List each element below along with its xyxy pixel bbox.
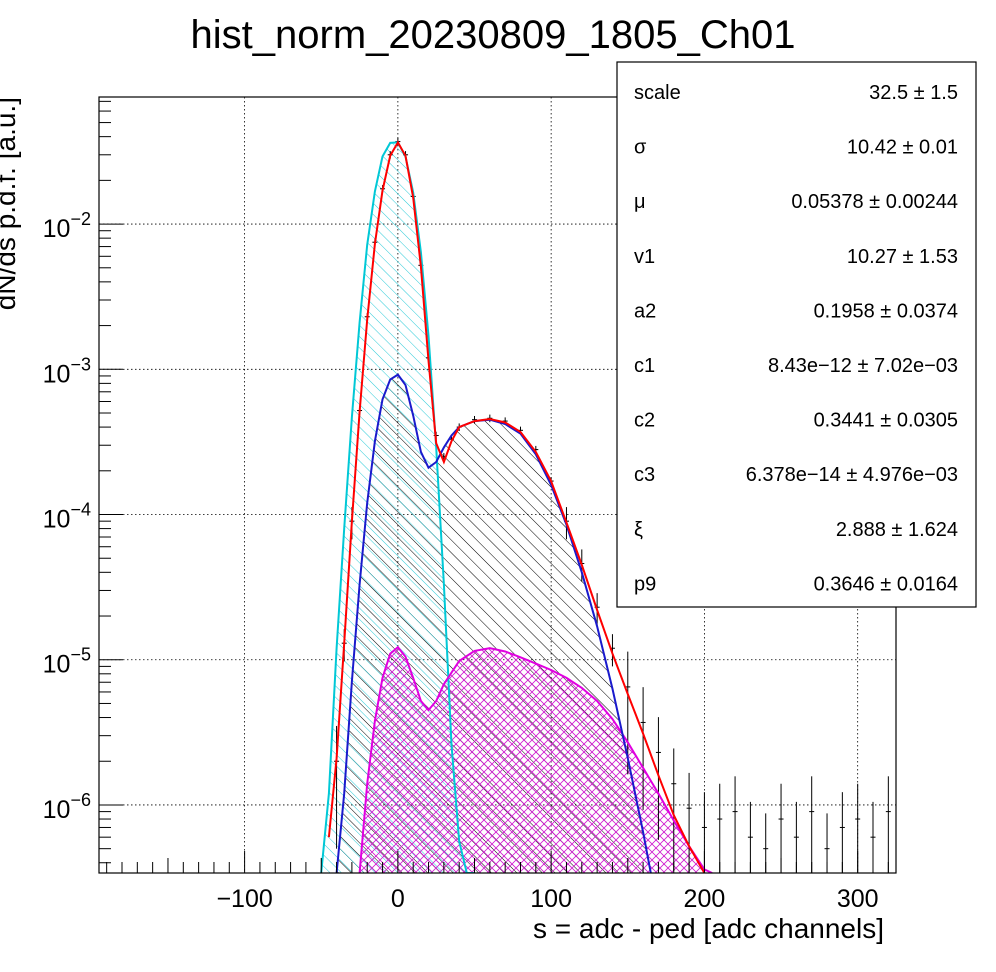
x-tick-label: 0 [391, 885, 405, 913]
stats-row-label: σ [634, 137, 647, 159]
signal-curve [335, 373, 652, 873]
stats-row-label: c1 [634, 355, 655, 377]
stats-row-value: 0.3441 ± 0.0305 [814, 410, 958, 432]
stats-row-label: c2 [634, 410, 655, 432]
y-tick-label: 10−2 [43, 209, 91, 243]
stats-row-value: 10.27 ± 1.53 [847, 246, 958, 268]
stats-row-value: 6.378e−14 ± 4.976e−03 [746, 464, 958, 486]
y-tick-label: 10−6 [43, 790, 91, 824]
secondary-curve [358, 645, 713, 873]
y-tick-label: 10−4 [43, 500, 91, 534]
stats-row-label: scale [634, 82, 681, 104]
stats-row-value: 8.43e−12 ± 7.02e−03 [768, 355, 958, 377]
chart-title: hist_norm_20230809_1805_Ch01 [191, 13, 796, 57]
total-fit-curve [327, 140, 706, 873]
stats-row-value: 0.3646 ± 0.0164 [814, 573, 958, 595]
stats-row-label: μ [634, 191, 646, 213]
stats-row-label: a2 [634, 300, 656, 322]
x-tick-label: −100 [216, 885, 272, 913]
fit-curves [320, 140, 713, 873]
stats-row-label: c3 [634, 464, 655, 486]
stats-row-label: p9 [634, 573, 656, 595]
secondary-hatch-fill [359, 647, 713, 873]
x-tick-labels: −100 0 100 200 300 [216, 885, 878, 913]
y-axis-title: dN/ds p.d.f. [a.u.] [0, 97, 21, 310]
stats-row-value: 32.5 ± 1.5 [869, 82, 958, 104]
stats-row-value: 2.888 ± 1.624 [836, 519, 958, 541]
stats-row-label: v1 [634, 246, 655, 268]
x-axis-title: s = adc - ped [adc channels] [533, 913, 884, 944]
y-tick-label: 10−5 [43, 645, 91, 679]
axis-ticks [99, 100, 889, 873]
x-tick-label: 200 [684, 885, 726, 913]
stats-row-value: 0.05378 ± 0.00244 [791, 191, 958, 213]
x-tick-label: 300 [837, 885, 879, 913]
x-tick-label: 100 [530, 885, 572, 913]
stats-box-frame [616, 61, 977, 608]
fit-stats-box: scale 32.5 ± 1.5 σ 10.42 ± 0.01 μ 0.05378 ± 0… [616, 61, 977, 608]
stats-row-value: 0.1958 ± 0.0374 [814, 300, 958, 322]
stats-row-value: 10.42 ± 0.01 [847, 137, 958, 159]
y-tick-labels: 10−2 10−3 10−4 10−5 10−6 [43, 209, 91, 824]
stats-row-label: ξ [634, 519, 643, 541]
y-tick-label: 10−3 [43, 354, 91, 388]
